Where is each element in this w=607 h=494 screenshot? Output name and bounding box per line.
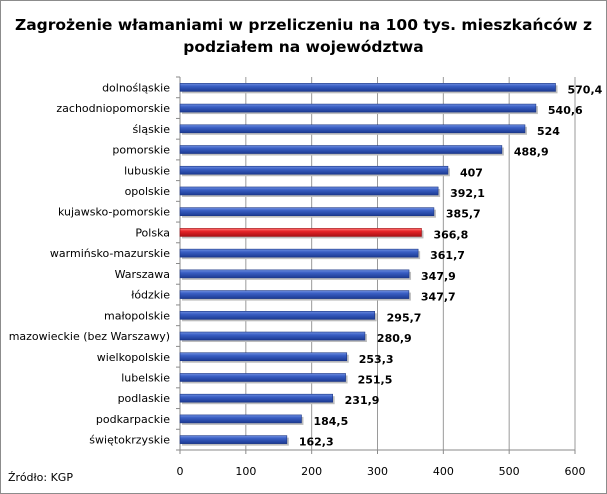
category-label: lubuskie [124, 164, 170, 177]
value-label: 361,7 [430, 249, 465, 262]
x-tick-label: 300 [367, 465, 388, 478]
category-label: Polska [135, 226, 170, 239]
bar [179, 311, 375, 320]
category-label: podlaskie [118, 392, 171, 405]
bar [179, 414, 302, 424]
bar [179, 331, 366, 341]
category-label: łódzkie [131, 289, 170, 302]
value-label: 251,5 [358, 373, 393, 386]
category-label: opolskie [125, 185, 171, 198]
category-label: Warszawa [115, 268, 170, 281]
value-label: 392,1 [450, 187, 485, 200]
x-tick-label: 200 [301, 465, 322, 478]
bar [179, 373, 346, 382]
x-tick-label: 100 [235, 465, 256, 478]
value-label: 366,8 [433, 228, 468, 241]
category-label: wielkopolskie [97, 351, 171, 364]
category-label: dolnośląskie [102, 81, 170, 94]
x-tick-label: 0 [177, 465, 184, 478]
value-label: 407 [460, 166, 483, 179]
bar [179, 207, 435, 216]
value-label: 570,4 [568, 83, 603, 96]
bar-highlight [179, 228, 422, 237]
value-label: 253,3 [359, 353, 394, 366]
value-label: 347,7 [421, 291, 456, 304]
bar [179, 290, 410, 299]
bar [179, 124, 526, 134]
category-label: mazowieckie (bez Warszawy) [9, 330, 170, 343]
category-label: kujawsko-pomorskie [58, 206, 170, 219]
value-label: 347,9 [421, 270, 456, 283]
x-tick-label: 400 [433, 465, 454, 478]
bar [179, 352, 348, 362]
chart-title: Zagrożenie włamaniami w przeliczeniu na … [14, 16, 593, 56]
category-label: pomorskie [112, 144, 170, 157]
bar [179, 145, 503, 154]
category-label: warmińsko-mazurskie [50, 247, 170, 260]
value-label: 540,6 [548, 104, 583, 117]
source-note: Źródło: KGP [8, 471, 73, 484]
value-label: 385,7 [446, 208, 481, 221]
bar [179, 165, 449, 175]
category-label: podkarpackie [96, 413, 170, 426]
value-label: 295,7 [387, 311, 422, 324]
value-label: 524 [537, 125, 560, 138]
bar [179, 186, 439, 196]
bar [179, 83, 556, 92]
value-label: 231,9 [345, 394, 380, 407]
value-label: 184,5 [313, 415, 348, 428]
category-label: śląskie [133, 123, 171, 136]
x-tick-label: 600 [565, 465, 586, 478]
bar [179, 248, 419, 258]
bar [179, 269, 410, 279]
category-label: lubelskie [121, 371, 170, 384]
value-label: 162,3 [299, 436, 334, 449]
x-tick-label: 500 [499, 465, 520, 478]
category-label: zachodniopomorskie [56, 102, 170, 115]
category-label: świętokrzyskie [89, 434, 170, 447]
bar [179, 103, 537, 113]
bar [179, 393, 333, 403]
value-label: 488,9 [514, 146, 549, 159]
value-label: 280,9 [377, 332, 412, 345]
bar [179, 435, 288, 444]
category-label: małopolskie [104, 309, 170, 322]
